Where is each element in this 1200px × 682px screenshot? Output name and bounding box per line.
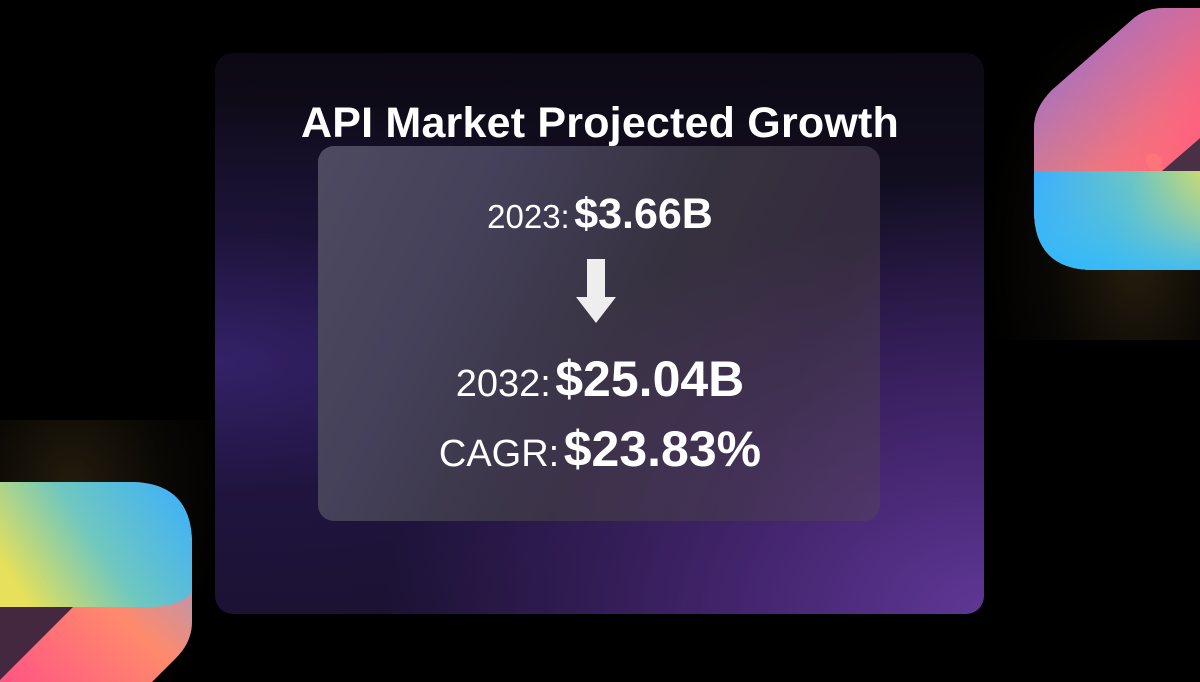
stat-2032-label: 2032:: [455, 363, 551, 405]
stat-2032: 2032: $25.04B: [0, 350, 1200, 408]
stat-cagr-value: $23.83%: [563, 421, 762, 477]
stat-2023-label: 2023:: [487, 198, 570, 235]
page-title: API Market Projected Growth: [301, 98, 899, 147]
stat-2023: 2023: $3.66B: [0, 190, 1200, 239]
stat-cagr: CAGR: $23.83%: [0, 420, 1200, 478]
stat-2023-value: $3.66B: [574, 190, 713, 238]
stat-2032-value: $25.04B: [555, 351, 745, 407]
decorative-ribbon-top-right: [1034, 8, 1200, 270]
stats-panel: [318, 146, 880, 521]
stat-cagr-label: CAGR:: [438, 433, 560, 475]
down-arrow-icon: [576, 259, 616, 323]
decorative-ribbon-bottom-left: [0, 482, 192, 682]
